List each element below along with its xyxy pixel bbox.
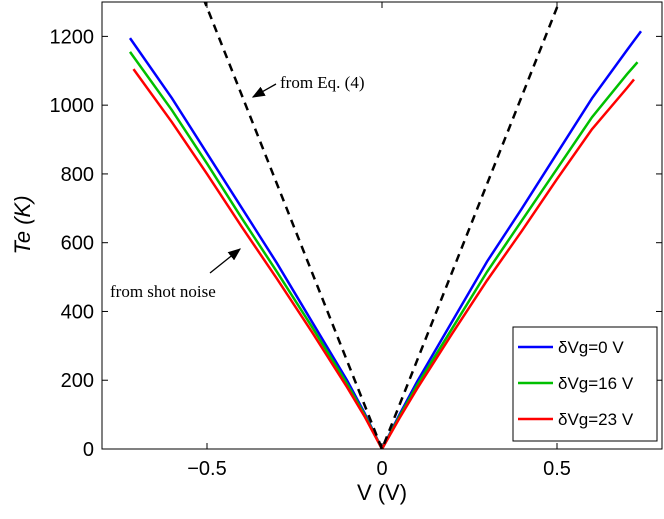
- plot-area: [128, 2, 643, 449]
- annotation-arrow: [251, 83, 277, 98]
- legend-label: δVg=23 V: [558, 410, 634, 429]
- annotation-arrow: [209, 248, 242, 274]
- x-axis-label: V (V): [357, 480, 407, 505]
- y-axis-label: Te (K): [10, 195, 35, 254]
- y-tick-label: 200: [61, 370, 94, 392]
- legend-label: δVg=0 V: [558, 338, 624, 357]
- x-tick-label: −0.5: [187, 458, 226, 480]
- y-tick-label: 800: [61, 164, 94, 186]
- y-tick-label: 600: [61, 233, 94, 255]
- y-tick-label: 1000: [50, 95, 95, 117]
- x-tick-label: 0: [376, 458, 387, 480]
- x-tick-label: 0.5: [543, 458, 571, 480]
- reference-line: [203, 2, 561, 449]
- axes-frame: [101, 1, 663, 450]
- annotation: from Eq. (4): [280, 73, 365, 92]
- y-tick-label: 0: [83, 439, 94, 461]
- legend-label: δVg=16 V: [558, 374, 634, 393]
- annotation: from shot noise: [110, 282, 216, 301]
- y-tick-label: 400: [61, 301, 94, 323]
- y-tick-label: 1200: [50, 26, 95, 48]
- line: [132, 68, 635, 449]
